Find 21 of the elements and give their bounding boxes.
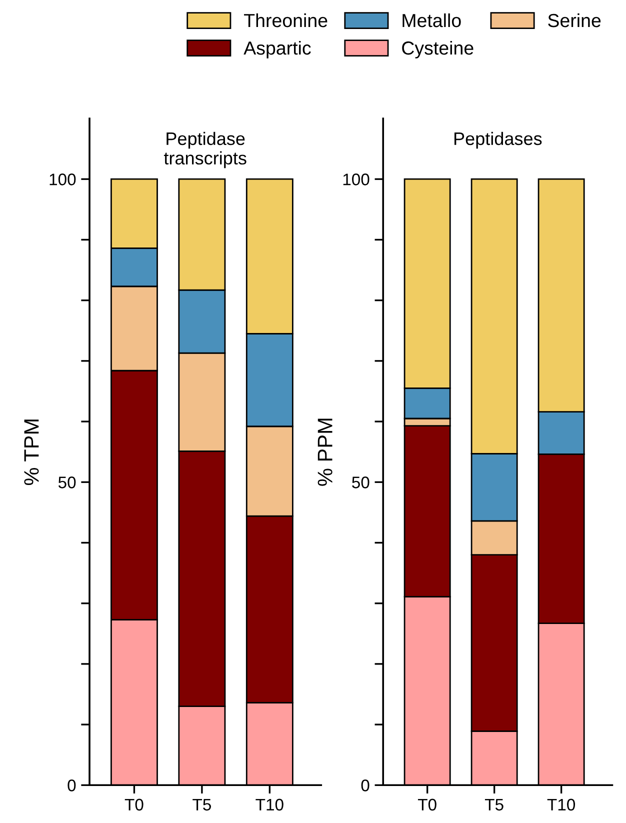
x-tick-label: T10 [256,798,284,811]
y-tick-label: 50 [352,476,370,488]
legend-label: Aspartic [244,40,311,58]
x-tick-label: T5 [484,798,504,811]
x-tick-label: T0 [124,798,144,811]
text: Peptidases [454,132,542,149]
y-tick-label: 100 [343,174,370,186]
legend-label: Serine [548,13,601,28]
y-axis-title: % TPM [24,420,39,486]
y-tick-label: 100 [50,174,76,186]
legend-label: Metallo [402,13,461,28]
text: Peptidase transcripts [164,132,246,168]
legend-label: Threonine [244,13,328,28]
y-tick-label: 50 [58,476,76,488]
x-tick-label: T0 [418,798,436,811]
x-tick-label: T10 [547,798,576,811]
legend-label: Cysteine [402,40,474,58]
y-tick-label: 0 [361,780,370,792]
x-tick-label: T5 [192,798,211,811]
y-axis-title: % PPM [318,418,332,486]
y-tick-label: 0 [68,780,76,792]
